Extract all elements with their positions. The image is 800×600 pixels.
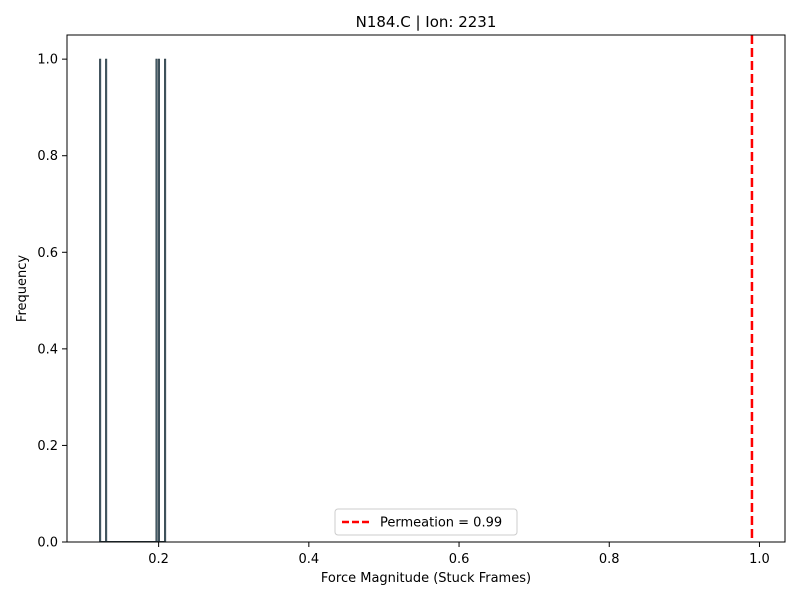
x-tick-label: 0.2 <box>148 552 169 567</box>
x-axis-title: Force Magnitude (Stuck Frames) <box>321 571 531 586</box>
histogram-bar-5 <box>164 58 167 543</box>
bars-layer <box>99 58 167 543</box>
x-axis-ticks: 0.2 0.4 0.6 0.8 1.0 <box>148 542 770 567</box>
histogram-bar-1 <box>99 58 102 543</box>
legend-box <box>334 508 518 536</box>
histogram-bar-3 <box>155 58 158 543</box>
x-tick-label: 0.4 <box>298 552 319 567</box>
x-tick-label: 0.8 <box>599 552 620 567</box>
plot-frame <box>66 34 786 543</box>
y-tick-label: 0.0 <box>37 536 58 551</box>
legend-label-permeation: Permeation = 0.99 <box>380 516 502 531</box>
chart-title: N184.C | Ion: 2231 <box>356 13 497 31</box>
y-tick-label: 0.2 <box>37 439 58 454</box>
y-tick-label: 0.4 <box>37 342 58 357</box>
y-tick-label: 0.8 <box>37 149 58 164</box>
legend: Permeation = 0.99 <box>334 508 518 536</box>
y-tick-label: 0.6 <box>37 246 58 261</box>
histogram-bar-4 <box>157 58 160 543</box>
histogram-bar-2 <box>105 58 108 543</box>
y-axis-ticks: 0.0 0.2 0.4 0.6 0.8 1.0 <box>37 53 67 551</box>
y-tick-label: 1.0 <box>37 53 58 68</box>
x-tick-label: 1.0 <box>749 552 770 567</box>
y-axis-title: Frequency <box>15 255 30 322</box>
x-tick-label: 0.6 <box>449 552 470 567</box>
